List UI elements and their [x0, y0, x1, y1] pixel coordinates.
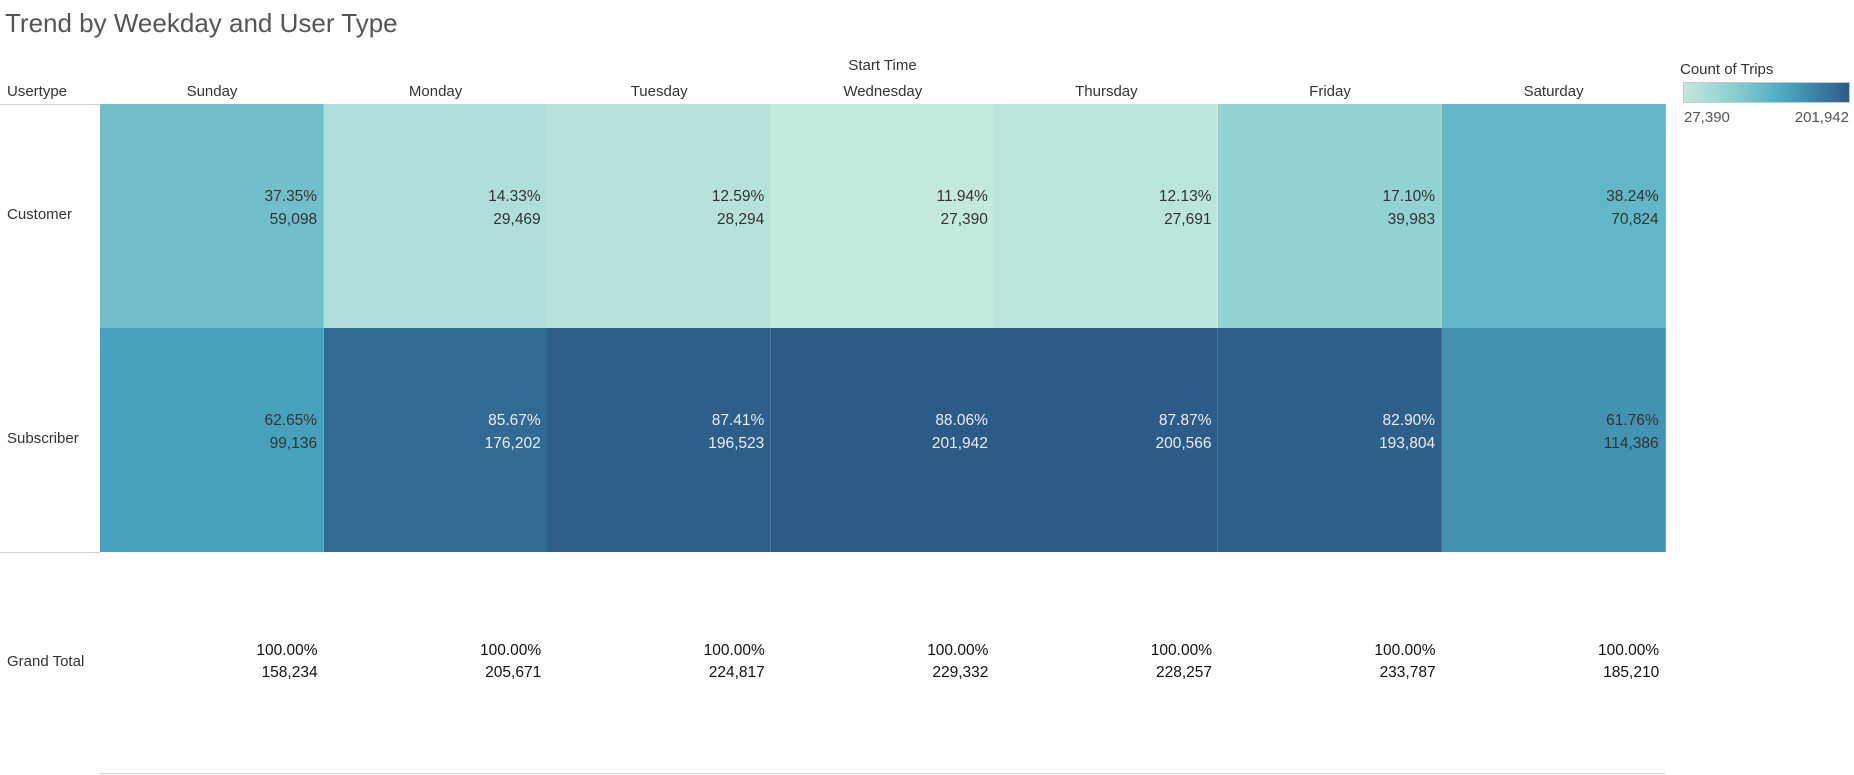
cell-percent-label: 12.13% [1158, 188, 1212, 205]
column-header-saturday: Saturday [1523, 83, 1584, 100]
row-label-grand-total: Grand Total [7, 653, 85, 670]
bottom-divider [100, 773, 1665, 774]
heatmap-cell: 37.35% 59,098 [100, 104, 325, 328]
heatmap-cell: 14.33% 29,469 [323, 104, 548, 328]
total-percent-label: 100.00% [1374, 642, 1436, 659]
legend-color-ramp [1683, 82, 1850, 103]
heatmap-cell: 82.90% 193,804 [1218, 328, 1443, 552]
heatmap-cell: 61.76% 114,386 [1441, 328, 1666, 552]
cell-count-label: 196,523 [708, 435, 765, 452]
heatmap-cell: 87.87% 200,566 [994, 328, 1219, 552]
cell-count-label: 39,983 [1387, 211, 1436, 228]
legend-max-label: 201,942 [1794, 109, 1849, 126]
cell-percent-label: 11.94% [936, 188, 988, 205]
total-percent-label: 100.00% [1150, 642, 1212, 659]
cell-count-label: 201,942 [931, 435, 988, 452]
total-count-label: 229,332 [932, 664, 989, 681]
total-percent-label: 100.00% [256, 642, 318, 659]
cell-count-label: 193,804 [1379, 435, 1436, 452]
heatmap-cell: 87.41% 196,523 [547, 328, 772, 552]
cell-count-label: 27,691 [1164, 211, 1212, 228]
cell-percent-label: 87.87% [1158, 412, 1212, 429]
cell-percent-label: 85.67% [488, 412, 541, 429]
total-count-label: 233,787 [1379, 664, 1436, 681]
row-label-subscriber: Subscriber [7, 430, 79, 447]
column-header-thursday: Thursday [1075, 83, 1138, 100]
cell-count-label: 59,098 [269, 211, 318, 228]
cell-count-label: 99,136 [269, 435, 318, 452]
row-label-customer: Customer [7, 206, 73, 223]
heatmap-cell: 12.13% 27,691 [994, 104, 1219, 328]
column-header-friday: Friday [1309, 83, 1351, 100]
heatmap-cell: 11.94% 27,390 [770, 104, 995, 328]
chart-title: Trend by Weekday and User Type [5, 8, 398, 38]
legend-title: Count of Trips [1680, 61, 1774, 78]
cell-count-label: 114,386 [1603, 435, 1659, 452]
total-percent-label: 100.00% [479, 642, 542, 659]
cell-percent-label: 62.65% [264, 412, 318, 429]
cell-percent-label: 82.90% [1382, 412, 1436, 429]
cell-count-label: 29,469 [493, 211, 541, 228]
heatmap-cell: 38.24% 70,824 [1441, 104, 1666, 328]
heatmap-cell: 17.10% 39,983 [1218, 104, 1443, 328]
heatmap-cell: 88.06% 201,942 [770, 328, 995, 552]
total-percent-label: 100.00% [927, 642, 989, 659]
total-percent-label: 100.00% [1597, 642, 1660, 659]
heatmap-cell: 85.67% 176,202 [323, 328, 548, 552]
cell-percent-label: 12.59% [711, 188, 765, 205]
cell-count-label: 27,390 [940, 211, 988, 228]
column-header-sunday: Sunday [186, 83, 238, 100]
cell-count-label: 176,202 [484, 435, 541, 452]
cell-count-label: 70,824 [1611, 211, 1659, 228]
legend-min-label: 27,390 [1684, 109, 1730, 126]
column-header-wednesday: Wednesday [843, 83, 923, 100]
cell-percent-label: 17.10% [1382, 188, 1436, 205]
heatmap-cell: 12.59% 28,294 [547, 104, 772, 328]
total-count-label: 158,234 [261, 664, 318, 681]
row-header-label: Usertype [7, 83, 68, 100]
cell-percent-label: 87.41% [711, 412, 765, 429]
cell-count-label: 200,566 [1155, 435, 1212, 452]
total-count-label: 185,210 [1603, 664, 1660, 681]
column-group-label: Start Time [848, 57, 917, 74]
total-count-label: 224,817 [708, 664, 765, 681]
cell-percent-label: 88.06% [935, 412, 988, 429]
total-count-label: 228,257 [1155, 664, 1212, 681]
cell-count-label: 28,294 [716, 211, 765, 228]
cell-percent-label: 37.35% [264, 188, 318, 205]
total-percent-label: 100.00% [703, 642, 765, 659]
cell-percent-label: 14.33% [488, 188, 541, 205]
heatmap-cell: 62.65% 99,136 [100, 328, 325, 552]
total-count-label: 205,671 [485, 664, 542, 681]
column-header-tuesday: Tuesday [630, 83, 688, 100]
column-header-monday: Monday [408, 83, 463, 100]
cell-percent-label: 38.24% [1606, 188, 1659, 205]
row-divider [0, 552, 100, 553]
cell-percent-label: 61.76% [1606, 412, 1659, 429]
